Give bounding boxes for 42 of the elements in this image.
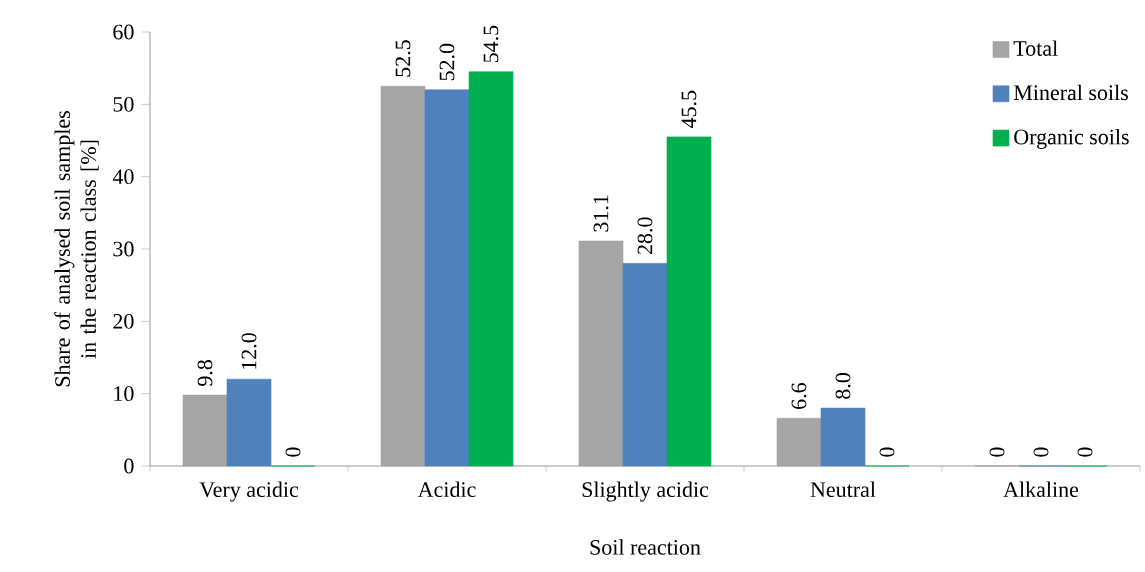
bar xyxy=(226,378,272,467)
x-axis-title: Soil reaction xyxy=(590,539,701,555)
legend-label: Mineral soils xyxy=(1013,84,1128,101)
data-label: 12.0 xyxy=(241,333,257,369)
bar xyxy=(776,417,822,467)
y-tick-label: 60 xyxy=(113,24,134,40)
data-label: 52.0 xyxy=(439,43,455,81)
bar xyxy=(578,240,624,467)
data-label: 54.5 xyxy=(483,25,499,63)
bar xyxy=(622,263,668,467)
x-tick-label: Very acidic xyxy=(199,481,299,502)
y-tick-label: 0 xyxy=(124,458,134,474)
bar xyxy=(820,407,866,467)
data-label: 0 xyxy=(1033,447,1049,457)
bar xyxy=(666,136,712,467)
y-tick-label: 10 xyxy=(114,386,134,402)
bar xyxy=(424,89,470,467)
x-tick-label: Alkaline xyxy=(1003,481,1079,498)
data-label: 0 xyxy=(285,447,301,457)
data-label: 31.1 xyxy=(593,195,609,232)
y-tick-label: 50 xyxy=(113,96,134,112)
data-label: 9.8 xyxy=(197,360,213,386)
data-label: 45.5 xyxy=(681,90,697,129)
y-tick-label: 20 xyxy=(113,313,134,329)
legend-label: Total xyxy=(1013,40,1058,56)
bar xyxy=(380,85,426,467)
x-tick-label: Acidic xyxy=(417,481,476,498)
data-label: 52.5 xyxy=(395,40,411,77)
y-axis-title: Share of analysed soil samples in the reaction class [%] xyxy=(54,111,99,387)
data-label: 0 xyxy=(989,447,1005,457)
y-tick-label: 40 xyxy=(112,169,134,185)
bar xyxy=(468,71,514,467)
data-label: 6.6 xyxy=(791,383,807,409)
x-tick-label: Slightly acidic xyxy=(582,481,709,502)
data-label: 0 xyxy=(879,447,895,457)
y-tick-label: 30 xyxy=(113,241,134,257)
data-label: 0 xyxy=(1077,447,1093,457)
data-label: 8.0 xyxy=(835,373,851,399)
x-tick-label: Neutral xyxy=(810,481,876,498)
data-label: 28.0 xyxy=(637,217,653,255)
bar xyxy=(182,394,228,467)
legend-label: Organic soils xyxy=(1014,128,1129,149)
